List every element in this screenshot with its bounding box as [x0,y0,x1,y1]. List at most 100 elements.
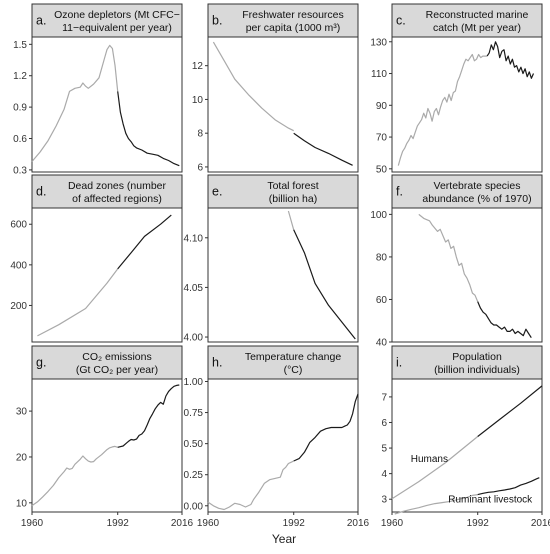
y-tick-label: 10 [16,498,28,509]
y-tick-label: 8 [197,129,203,140]
panel-title-strip [391,174,543,209]
panel-title-strip [31,174,183,209]
series-line [391,436,479,500]
panel-title-line: Population [452,351,502,363]
panel-title-strip [207,3,359,38]
x-tick-label: 1992 [283,518,306,529]
panel-letter: a. [36,14,46,28]
panel-letter: g. [36,356,46,370]
y-tick-label: 12 [192,61,204,72]
panel-title-strip [207,345,359,380]
panel-title-line: Total forest [267,180,318,192]
series-line [117,384,180,448]
panel-title-line: abundance (% of 1970) [422,193,531,205]
series-line [293,132,353,166]
y-tick-label: 1.5 [13,40,27,51]
y-tick-label: 50 [376,164,388,175]
y-tick-label: 0.00 [184,501,204,512]
series-line [31,445,118,507]
panel-title-line: per capita (1000 m³) [246,22,341,34]
panel-letter: f. [396,185,403,199]
panel-title-line: (°C) [284,364,303,376]
series-line [37,268,119,337]
panel-title-line: Ozone depletors (Mt CFC− [54,9,180,21]
plot-frame [31,378,183,513]
y-tick-label: 400 [10,260,27,271]
y-tick-label: 0.3 [13,165,27,176]
y-tick-label: 20 [16,452,28,463]
series-line [477,477,540,496]
y-tick-label: 6 [381,418,387,429]
y-tick-label: 4 [381,469,387,480]
series-line [293,229,356,340]
y-tick-label: 130 [370,37,387,48]
series-annotation: Ruminant livestock [448,494,533,505]
y-tick-label: 200 [10,301,27,312]
panel-title-line: catch (Mt per year) [433,22,521,34]
panel-title-line: (Gt CO₂ per year) [76,364,158,376]
y-tick-label: 6 [197,162,203,173]
panel-title-strip [391,3,543,38]
panel-title-strip [31,345,183,380]
plot-frame [207,378,359,513]
y-tick-label: 60 [376,295,388,306]
y-tick-label: 40 [376,338,388,349]
series-line [117,214,172,270]
y-tick-label: 4.05 [184,283,204,294]
series-line [394,494,478,515]
y-tick-label: 7 [381,392,387,403]
plot-frame [207,36,359,173]
x-tick-label: 1992 [467,518,490,529]
y-tick-label: 90 [376,101,388,112]
series-line [477,301,532,339]
y-tick-label: 1.00 [184,377,204,388]
plot-frame [391,36,543,173]
panel-title-line: Freshwater resources [242,9,344,21]
panel-title-strip [31,3,183,38]
series-line [293,393,359,462]
series-line [418,213,479,302]
y-tick-label: 0.25 [184,470,204,481]
panel-title-line: (billion ha) [269,193,317,205]
series-line [486,41,535,79]
panel-letter: i. [396,356,402,370]
panel-title-line: of affected regions) [72,193,162,205]
series-line [117,91,180,167]
panel-g: g. CO₂ emissions(Gt CO₂ per year) 10 20 30 19… [16,345,194,529]
panel-title-line: (billion individuals) [434,364,520,376]
panel-letter: c. [396,14,406,28]
y-tick-label: 0.9 [13,103,27,114]
x-tick-label: 2016 [171,518,194,529]
panel-title-line: Vertebrate species [434,180,521,192]
x-tick-label: 2016 [347,518,370,529]
y-tick-label: 3 [381,495,387,506]
series-line [207,460,294,511]
panel-title-strip [207,174,359,209]
plot-frame [391,207,543,343]
panel-title-line: Reconstructed marine [426,9,529,21]
panel-letter: b. [212,14,222,28]
y-tick-label: 100 [370,210,387,221]
x-tick-label: 1960 [197,518,220,529]
y-tick-label: 0.75 [184,408,204,419]
panel-title-line: Temperature change [245,351,341,363]
panel-title-line: CO₂ emissions [82,351,151,363]
panel-title-line: 11−equivalent per year) [62,22,172,34]
y-tick-label: 5 [381,444,387,455]
plot-frame [31,36,183,173]
panel-h: h. Temperature change(°C) 0.00 0.25 0.50 0.75… [184,345,370,529]
plot-frame [31,207,183,343]
y-tick-label: 0.50 [184,439,204,450]
y-tick-label: 80 [376,252,388,263]
series-annotation: Humans [411,454,448,465]
y-tick-label: 4.10 [184,233,204,244]
x-tick-label: 1960 [381,518,404,529]
x-tick-label: 2016 [531,518,550,529]
y-tick-label: 10 [192,95,204,106]
series-line [397,53,488,166]
panels-layer: a. Ozone depletors (Mt CFC−11−equivalent … [10,3,550,529]
